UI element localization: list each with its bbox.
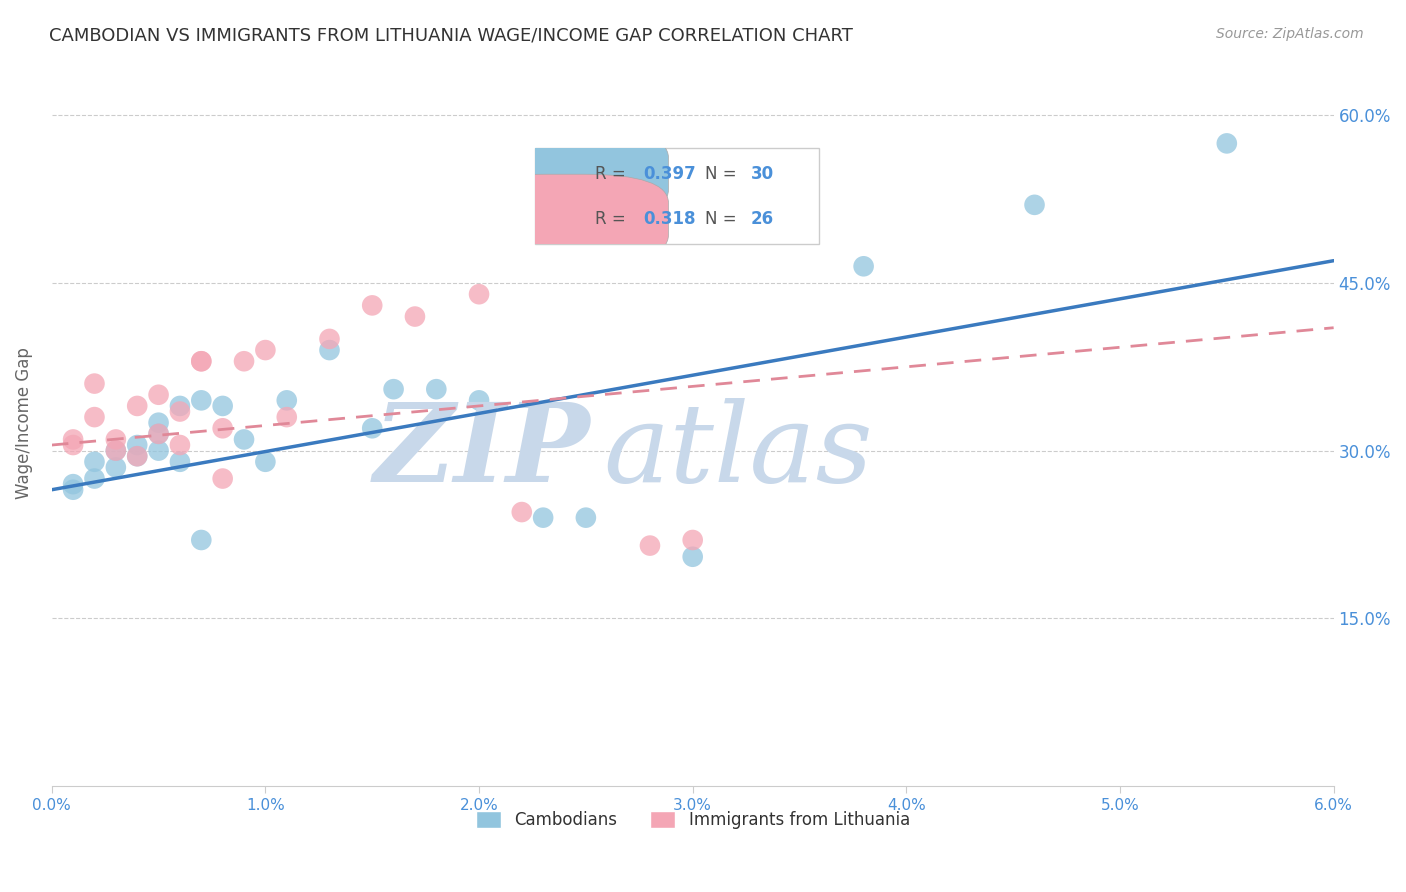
Point [169, 438, 191, 452]
Text: Source: ZipAtlas.com: Source: ZipAtlas.com [1216, 27, 1364, 41]
Text: CAMBODIAN VS IMMIGRANTS FROM LITHUANIA WAGE/INCOME GAP CORRELATION CHART: CAMBODIAN VS IMMIGRANTS FROM LITHUANIA W… [49, 27, 853, 45]
Point [62, 477, 84, 491]
Point [1024, 198, 1046, 212]
Text: R =: R = [595, 210, 631, 228]
Point [62, 483, 84, 497]
Text: N =: N = [706, 210, 742, 228]
Point [190, 354, 212, 368]
Point [425, 382, 447, 396]
Point [148, 426, 170, 441]
Point [169, 399, 191, 413]
Point [83, 376, 105, 391]
Point [361, 298, 384, 312]
Point [468, 393, 491, 408]
Point [852, 260, 875, 274]
Point [682, 533, 704, 547]
Point [127, 438, 149, 452]
Point [169, 455, 191, 469]
Point [276, 410, 298, 425]
Point [233, 354, 256, 368]
Point [104, 443, 127, 458]
Point [361, 421, 384, 435]
Point [254, 455, 277, 469]
Point [575, 510, 598, 524]
Point [62, 433, 84, 447]
Point [211, 421, 233, 435]
Text: N =: N = [706, 165, 742, 183]
Point [318, 332, 340, 346]
FancyBboxPatch shape [536, 148, 818, 244]
Point [211, 471, 233, 485]
Point [276, 393, 298, 408]
Point [104, 433, 127, 447]
Point [190, 393, 212, 408]
Text: 26: 26 [751, 210, 773, 228]
Text: ZIP: ZIP [374, 398, 591, 506]
Point [404, 310, 426, 324]
FancyBboxPatch shape [461, 174, 668, 264]
Point [468, 287, 491, 301]
Point [190, 533, 212, 547]
Point [104, 460, 127, 475]
Point [190, 354, 212, 368]
Point [169, 404, 191, 418]
Point [211, 399, 233, 413]
Point [127, 449, 149, 463]
Y-axis label: Wage/Income Gap: Wage/Income Gap [15, 347, 32, 499]
Text: atlas: atlas [603, 398, 873, 506]
Point [510, 505, 533, 519]
Point [62, 438, 84, 452]
Text: R =: R = [595, 165, 631, 183]
Point [148, 443, 170, 458]
Point [83, 455, 105, 469]
Text: 30: 30 [751, 165, 773, 183]
Point [148, 416, 170, 430]
Point [254, 343, 277, 357]
Point [83, 410, 105, 425]
Legend: Cambodians, Immigrants from Lithuania: Cambodians, Immigrants from Lithuania [470, 804, 917, 836]
Text: 0.397: 0.397 [643, 165, 696, 183]
Point [127, 449, 149, 463]
Point [148, 426, 170, 441]
Point [318, 343, 340, 357]
Point [382, 382, 405, 396]
Point [148, 388, 170, 402]
Point [531, 510, 554, 524]
Point [682, 549, 704, 564]
Point [83, 471, 105, 485]
FancyBboxPatch shape [461, 129, 668, 219]
Point [127, 399, 149, 413]
Point [233, 433, 256, 447]
Text: 0.318: 0.318 [643, 210, 696, 228]
Point [104, 443, 127, 458]
Point [1216, 136, 1239, 151]
Point [638, 539, 661, 553]
